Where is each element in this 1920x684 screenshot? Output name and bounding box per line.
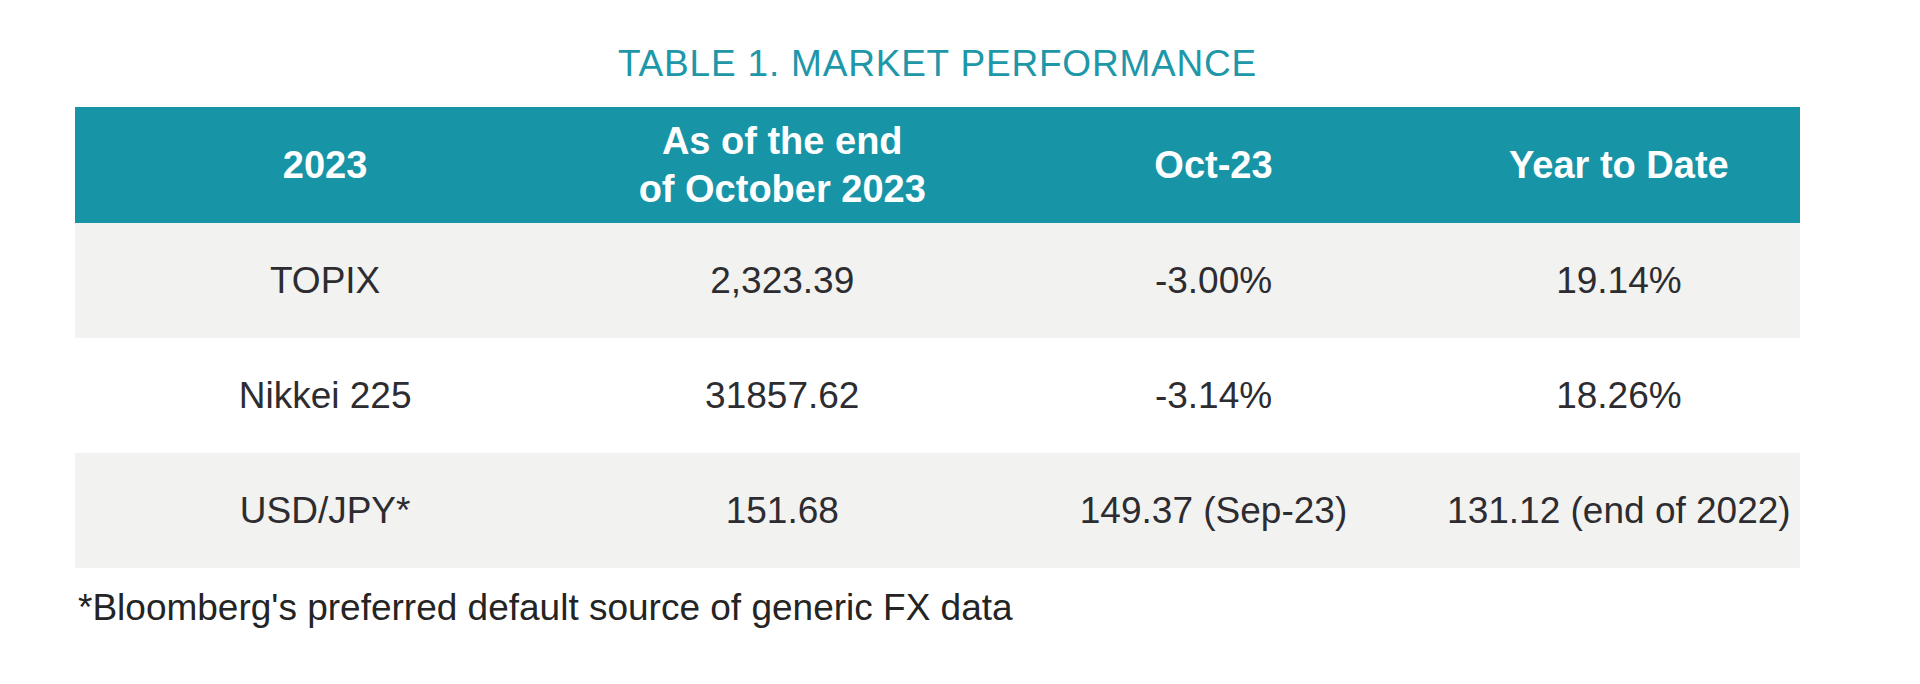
topix-oct-return: -3.00% (989, 223, 1438, 338)
usdjpy-level: 151.68 (575, 453, 989, 568)
nikkei-level: 31857.62 (575, 338, 989, 453)
topix-label: TOPIX (75, 223, 575, 338)
topix-level: 2,323.39 (575, 223, 989, 338)
table-row-topix: TOPIX 2,323.39 -3.00% 19.14% (75, 223, 1800, 338)
header-cell-2023: 2023 (75, 107, 575, 223)
usdjpy-sep-level: 149.37 (Sep-23) (989, 453, 1438, 568)
header-cell-year-to-date: Year to Date (1438, 107, 1800, 223)
table-row-usd-jpy: USD/JPY* 151.68 149.37 (Sep-23) 131.12 (… (75, 453, 1800, 568)
usdjpy-end-2022-level: 131.12 (end of 2022) (1438, 453, 1800, 568)
nikkei-oct-return: -3.14% (989, 338, 1438, 453)
topix-ytd-return: 19.14% (1438, 223, 1800, 338)
nikkei-ytd-return: 18.26% (1438, 338, 1800, 453)
table-header-row: 2023 As of the end of October 2023 Oct-2… (75, 107, 1800, 223)
page-title: TABLE 1. MARKET PERFORMANCE (75, 44, 1800, 84)
bloomberg-footnote: *Bloomberg's preferred default source of… (78, 586, 1013, 630)
nikkei-label: Nikkei 225 (75, 338, 575, 453)
document-page: TABLE 1. MARKET PERFORMANCE 2023 As of t… (0, 0, 1920, 684)
table-row-nikkei-225: Nikkei 225 31857.62 -3.14% 18.26% (75, 338, 1800, 453)
market-performance-table: 2023 As of the end of October 2023 Oct-2… (75, 107, 1800, 568)
header-cell-oct-23: Oct-23 (989, 107, 1438, 223)
header-cell-as-of-end-october: As of the end of October 2023 (575, 107, 989, 223)
usdjpy-label: USD/JPY* (75, 453, 575, 568)
